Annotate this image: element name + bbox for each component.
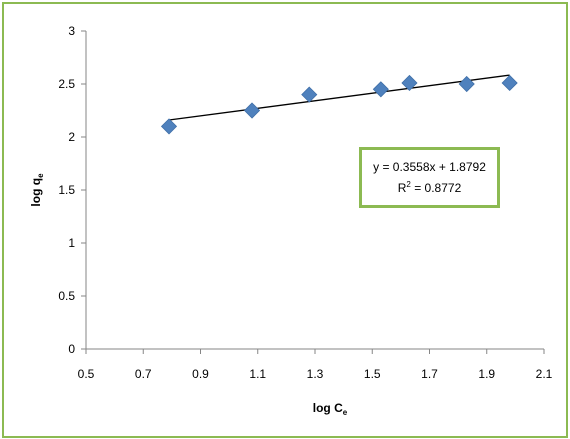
- data-points: [160, 74, 518, 135]
- r-squared-value: = 0.8772: [410, 180, 462, 195]
- x-axis-ticks: 0.5 0.7 0.9 1.1 1.3 1.5 1.7 1.9 2.1: [78, 349, 553, 381]
- data-point: [301, 86, 318, 103]
- trendline: [168, 74, 510, 121]
- data-point: [160, 118, 178, 135]
- x-tick-label: 1.9: [478, 367, 495, 381]
- data-point: [243, 102, 261, 119]
- y-tick-label: 2: [68, 130, 75, 144]
- data-point: [401, 74, 418, 92]
- y-tick-label: 2.5: [58, 77, 75, 91]
- x-tick-label: 1.3: [307, 367, 324, 381]
- y-axis-ticks: 0 0.5 1 1.5 2 2.5 3: [58, 24, 86, 356]
- y-tick-label: 1: [68, 236, 75, 250]
- x-tick-label: 0.9: [192, 367, 209, 381]
- data-point: [372, 81, 389, 98]
- x-tick-label: 2.1: [536, 367, 553, 381]
- r-squared-prefix: R: [397, 180, 407, 195]
- y-tick-label: 0: [68, 342, 75, 356]
- r-squared-exponent: 2: [406, 179, 411, 189]
- y-tick-label: 3: [68, 24, 75, 38]
- y-tick-label: 0.5: [58, 289, 75, 303]
- trendline-equation-box: y = 0.3558x + 1.8792 R2 = 0.8772: [359, 147, 500, 208]
- y-tick-label: 1.5: [58, 183, 75, 197]
- x-tick-label: 1.1: [249, 367, 266, 381]
- x-tick-label: 0.7: [135, 367, 152, 381]
- x-tick-label: 1.7: [421, 367, 438, 381]
- x-tick-label: 0.5: [78, 367, 95, 381]
- y-axis-title: log qe: [29, 173, 45, 207]
- x-tick-label: 1.5: [364, 367, 381, 381]
- x-axis-title: log Ce: [313, 401, 348, 417]
- r-squared-label: R2 = 0.8772: [398, 176, 462, 197]
- data-point: [458, 75, 475, 93]
- trendline-equation: y = 0.3558x + 1.8792: [373, 159, 486, 174]
- data-point: [501, 74, 518, 92]
